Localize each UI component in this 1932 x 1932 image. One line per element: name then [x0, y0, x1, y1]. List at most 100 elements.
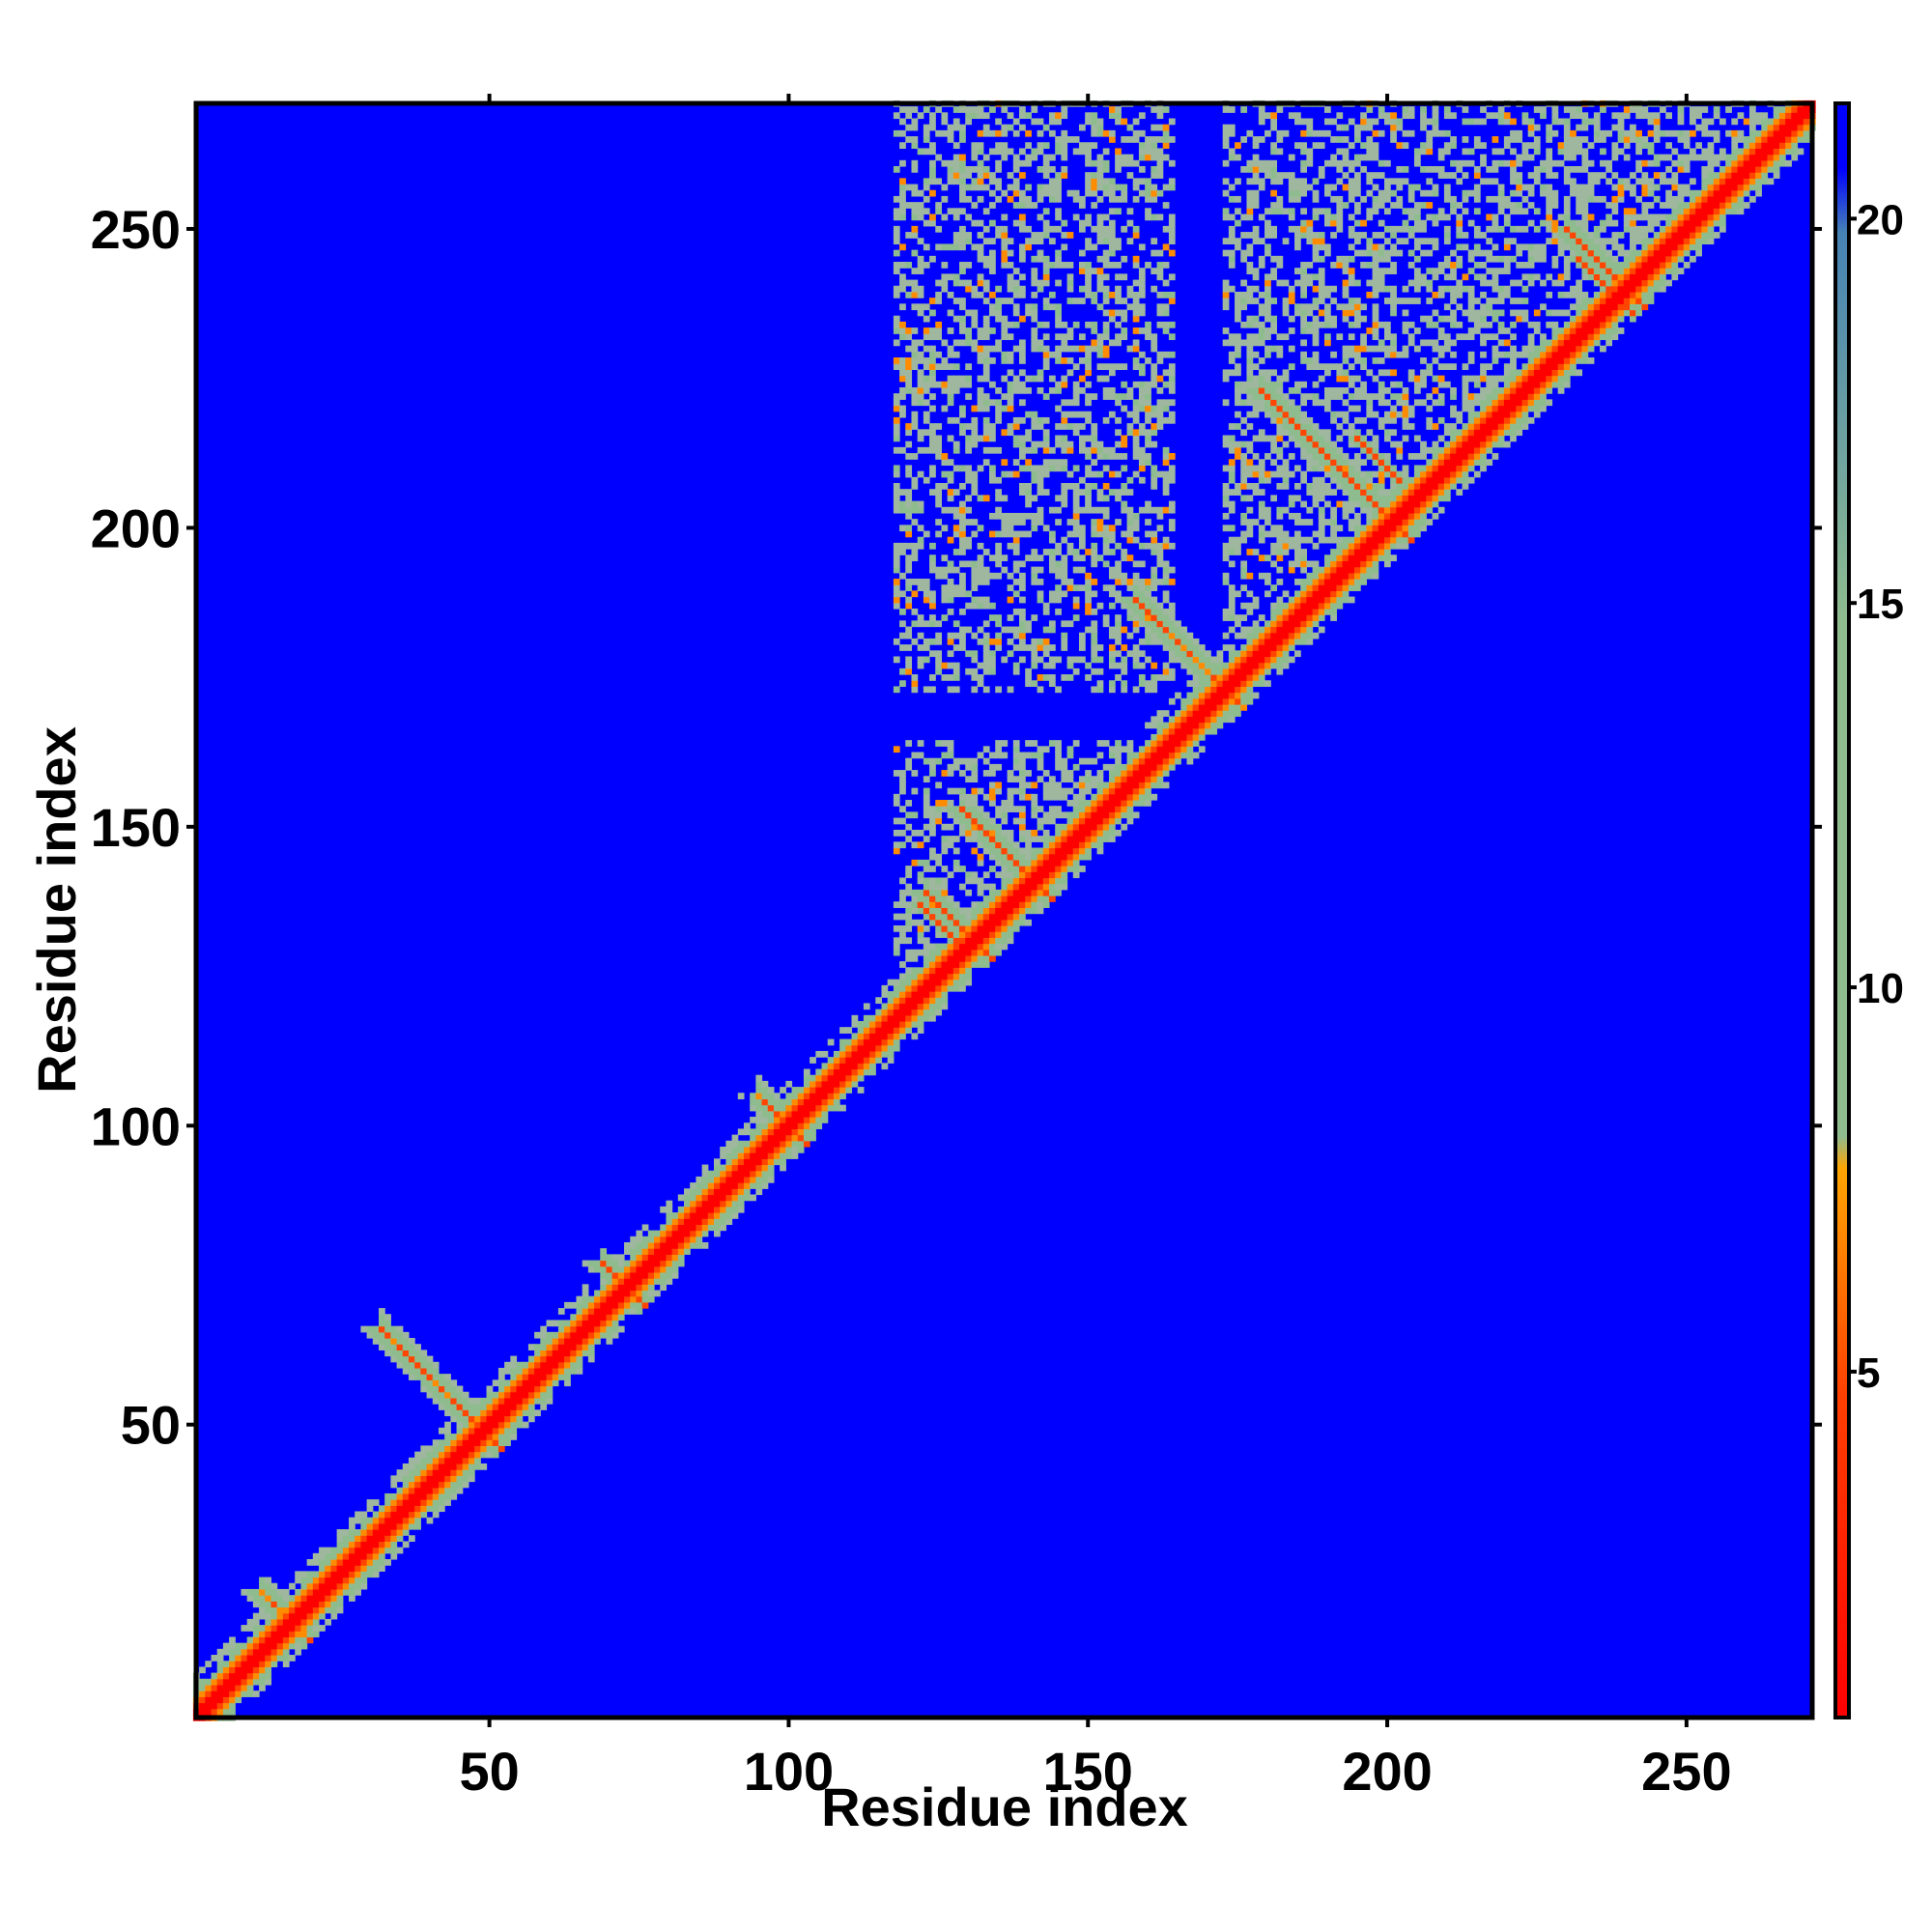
heatmap-cell [923, 823, 930, 831]
heatmap-cell [1091, 542, 1098, 550]
heatmap-cell [414, 1451, 421, 1459]
heatmap-cell [1066, 411, 1074, 418]
heatmap-cell [295, 1601, 302, 1608]
heatmap-cell [1037, 184, 1044, 191]
heatmap-cell [1055, 781, 1062, 789]
heatmap-cell [1091, 560, 1098, 568]
heatmap-cell [1096, 525, 1104, 532]
heatmap-cell [952, 806, 960, 812]
heatmap-cell [1121, 489, 1128, 496]
heatmap-cell [917, 446, 924, 454]
heatmap-cell [905, 757, 913, 765]
heatmap-cell [636, 1301, 643, 1309]
heatmap-cell [1162, 757, 1170, 765]
heatmap-cell [1019, 519, 1026, 526]
heatmap-cell [1192, 692, 1200, 699]
heatmap-cell [971, 560, 979, 568]
heatmap-cell [325, 1606, 331, 1614]
heatmap-cell [1012, 165, 1020, 173]
heatmap-cell [1235, 381, 1241, 388]
heatmap-cell [971, 429, 979, 437]
heatmap-cell [1216, 703, 1224, 711]
heatmap-cell [372, 1325, 380, 1333]
heatmap-cell [899, 877, 906, 885]
heatmap-cell [857, 1063, 865, 1070]
heatmap-cell [1151, 172, 1158, 179]
heatmap-cell [1175, 638, 1181, 645]
heatmap-cell [989, 787, 996, 795]
heatmap-cell [965, 811, 973, 819]
heatmap-cell [977, 752, 984, 759]
heatmap-cell [516, 1404, 524, 1410]
heatmap-cell [1048, 351, 1056, 358]
heatmap-cell [737, 1170, 745, 1178]
heatmap-cell [617, 1325, 625, 1333]
heatmap-cell [977, 184, 984, 191]
heatmap-cell [1102, 560, 1110, 568]
heatmap-cell [1055, 866, 1062, 872]
heatmap-cell [1019, 626, 1026, 634]
heatmap-cell [1001, 829, 1009, 837]
heatmap-cell [564, 1379, 571, 1387]
heatmap-cell [1145, 459, 1151, 467]
heatmap-cell [456, 1404, 464, 1410]
heatmap-cell [911, 1033, 919, 1040]
heatmap-cell [923, 800, 930, 807]
heatmap-cell [977, 823, 984, 831]
heatmap-cell [905, 584, 913, 591]
heatmap-cell [1055, 357, 1062, 364]
heatmap-cell [911, 554, 919, 562]
heatmap-cell [1228, 333, 1236, 341]
heatmap-cell [917, 620, 924, 628]
heatmap-cell [899, 889, 906, 896]
heatmap-cell [1055, 351, 1062, 358]
heatmap-cell [438, 1463, 445, 1470]
heatmap-cell [857, 1038, 865, 1046]
heatmap-cell [965, 793, 973, 801]
heatmap-cell [905, 291, 913, 298]
heatmap-cell [1168, 746, 1176, 753]
heatmap-cell [671, 1241, 679, 1249]
heatmap-cell [396, 1505, 404, 1513]
heatmap-cell [1085, 369, 1092, 377]
heatmap-cell [527, 1415, 535, 1423]
heatmap-cell [959, 465, 966, 472]
heatmap-cell [1048, 889, 1056, 896]
heatmap-cell [959, 429, 966, 437]
heatmap-cell [952, 118, 960, 126]
heatmap-cell [905, 369, 913, 377]
heatmap-cell [295, 1631, 302, 1638]
heatmap-cell [935, 740, 943, 747]
heatmap-cell [941, 129, 949, 137]
heatmap-cell [827, 1087, 835, 1094]
heatmap-cell [1240, 656, 1248, 664]
heatmap-cell [1091, 243, 1098, 251]
heatmap-cell [594, 1320, 601, 1327]
heatmap-cell [1055, 590, 1062, 598]
heatmap-cell [1108, 536, 1116, 544]
heatmap-cell [923, 136, 930, 143]
heatmap-cell [1085, 291, 1092, 298]
heatmap-cell [893, 596, 900, 604]
heatmap-cell [1048, 871, 1056, 879]
heatmap-cell [1228, 154, 1236, 161]
heatmap-cell [1151, 423, 1158, 430]
heatmap-cell [366, 1541, 374, 1548]
heatmap-cell [1037, 440, 1044, 448]
heatmap-cell [534, 1361, 541, 1369]
heatmap-cell [1025, 770, 1032, 777]
heatmap-cell [1228, 686, 1236, 694]
heatmap-cell [731, 1194, 739, 1202]
heatmap-cell [1228, 506, 1236, 514]
heatmap-cell [959, 549, 966, 555]
heatmap-cell [366, 1517, 374, 1524]
heatmap-cell [444, 1445, 451, 1453]
heatmap-cell [911, 345, 919, 353]
heatmap-cell [582, 1308, 589, 1315]
heatmap-cell [773, 1093, 781, 1100]
heatmap-cell [982, 208, 990, 215]
heatmap-cell [1162, 243, 1170, 251]
heatmap-cell [839, 1050, 846, 1058]
heatmap-cell [205, 1661, 213, 1667]
heatmap-cell [1091, 298, 1098, 304]
